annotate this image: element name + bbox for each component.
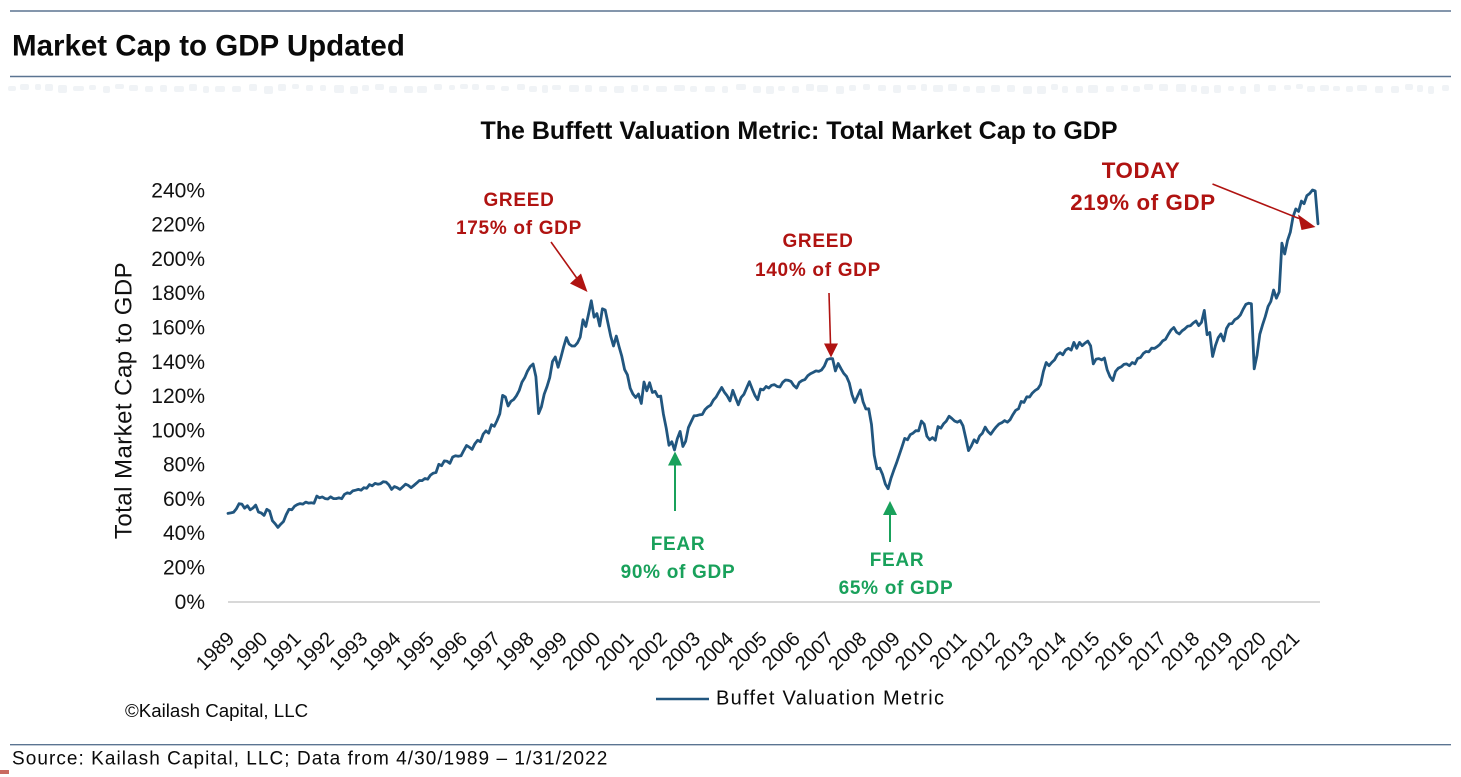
svg-text:FEAR: FEAR	[870, 550, 925, 571]
svg-text:The Buffett Valuation Metric:: The Buffett Valuation Metric: Total Mark…	[480, 117, 1117, 145]
svg-text:Market Cap to GDP Updated: Market Cap to GDP Updated	[12, 30, 405, 63]
svg-text:65% of GDP: 65% of GDP	[839, 578, 954, 599]
svg-text:80%: 80%	[163, 454, 205, 477]
svg-text:100%: 100%	[151, 419, 205, 442]
svg-text:60%: 60%	[163, 488, 205, 511]
svg-text:175% of GDP: 175% of GDP	[456, 218, 582, 239]
svg-text:120%: 120%	[151, 385, 205, 408]
svg-text:TODAY: TODAY	[1102, 158, 1181, 183]
svg-text:©Kailash Capital, LLC: ©Kailash Capital, LLC	[125, 700, 308, 721]
svg-text:0%: 0%	[175, 591, 205, 614]
svg-text:140% of GDP: 140% of GDP	[755, 260, 881, 281]
svg-text:Source: Kailash Capital, LLC;: Source: Kailash Capital, LLC; Data from …	[12, 749, 608, 770]
svg-text:GREED: GREED	[483, 190, 554, 211]
svg-text:FEAR: FEAR	[651, 534, 706, 555]
svg-text:Total Market Cap to GDP: Total Market Cap to GDP	[111, 262, 138, 539]
svg-text:180%: 180%	[151, 282, 205, 305]
svg-text:160%: 160%	[151, 317, 205, 340]
svg-text:200%: 200%	[151, 248, 205, 271]
svg-text:20%: 20%	[163, 557, 205, 580]
svg-text:90% of GDP: 90% of GDP	[621, 562, 736, 583]
svg-text:140%: 140%	[151, 351, 205, 374]
svg-text:40%: 40%	[163, 522, 205, 545]
svg-text:240%: 240%	[151, 179, 205, 202]
svg-text:220%: 220%	[151, 214, 205, 237]
svg-text:Buffet Valuation Metric: Buffet Valuation Metric	[716, 688, 945, 710]
svg-text:GREED: GREED	[782, 231, 853, 252]
svg-text:219% of GDP: 219% of GDP	[1070, 190, 1215, 215]
